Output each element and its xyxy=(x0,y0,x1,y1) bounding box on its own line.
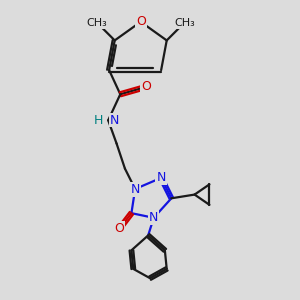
Text: CH₃: CH₃ xyxy=(87,18,107,28)
Text: N: N xyxy=(157,171,166,184)
Text: H: H xyxy=(94,114,104,127)
Text: CH₃: CH₃ xyxy=(174,18,195,28)
Text: O: O xyxy=(114,222,124,236)
Text: N: N xyxy=(130,182,140,196)
Text: O: O xyxy=(141,80,151,93)
Text: N: N xyxy=(149,211,158,224)
Text: N: N xyxy=(110,114,119,127)
Text: O: O xyxy=(136,15,146,28)
